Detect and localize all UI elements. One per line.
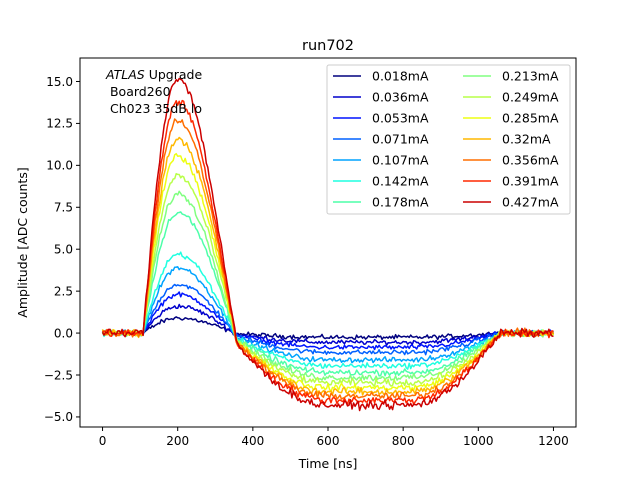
series-line-0.32mA <box>101 136 555 396</box>
y-tick-label: 15.0 <box>46 75 73 89</box>
legend-label: 0.071mA <box>372 132 429 147</box>
annotation-line-1: ATLAS Upgrade <box>105 67 202 82</box>
y-tick-label: −5.0 <box>44 410 73 424</box>
legend-label: 0.249mA <box>502 90 559 105</box>
x-tick-label: 1200 <box>538 434 569 448</box>
legend-label: 0.178mA <box>372 195 429 210</box>
legend-label: 0.036mA <box>372 90 429 105</box>
series-line-0.018mA <box>101 316 554 341</box>
legend-label: 0.018mA <box>372 69 429 84</box>
x-tick-label: 600 <box>317 434 340 448</box>
legend-label: 0.107mA <box>372 153 429 168</box>
series-line-0.427mA <box>101 77 554 412</box>
y-tick-label: −2.5 <box>44 368 73 382</box>
legend-label: 0.427mA <box>502 195 559 210</box>
annotation-line-2: Board260 <box>106 84 171 99</box>
series-line-0.071mA <box>102 283 555 356</box>
y-tick-label: 10.0 <box>46 159 73 173</box>
legend-label: 0.142mA <box>372 174 429 189</box>
legend-entries: 0.018mA 0.036mA 0.053mA 0.071mA 0.107mA 0.142… <box>333 69 559 210</box>
series-layer <box>101 77 555 412</box>
legend-label: 0.391mA <box>502 174 559 189</box>
y-tick-label: 5.0 <box>54 243 73 257</box>
legend-label: 0.285mA <box>502 111 559 126</box>
x-tick-label: 200 <box>166 434 189 448</box>
annotation-atlas: ATLAS <box>105 67 145 82</box>
x-tick-label: 800 <box>392 434 415 448</box>
y-tick-label: 12.5 <box>46 117 73 131</box>
annotation-line-3: Ch023 35dB lo <box>106 101 202 116</box>
legend: 0.018mA 0.036mA 0.053mA 0.071mA 0.107mA 0.142… <box>326 64 571 215</box>
ticks-layer: 0 200 400 600 800 1000 1200 −5.0 −2.5 0.0 2.5 5.0 7.… <box>44 75 569 448</box>
y-tick-label: 7.5 <box>54 201 73 215</box>
series-line-0.142mA <box>101 251 554 370</box>
y-tick-label: 2.5 <box>54 284 73 298</box>
legend-label: 0.213mA <box>502 69 559 84</box>
x-tick-label: 0 <box>99 434 107 448</box>
legend-label: 0.32mA <box>502 132 551 147</box>
y-axis-label: Amplitude [ADC counts] <box>15 167 30 317</box>
legend-frame <box>326 64 571 215</box>
y-tick-label: 0.0 <box>54 326 73 340</box>
chart-title: run702 <box>302 38 354 54</box>
x-tick-label: 400 <box>241 434 264 448</box>
legend-label: 0.053mA <box>372 111 429 126</box>
x-tick-label: 1000 <box>463 434 494 448</box>
series-line-0.178mA <box>101 211 554 377</box>
x-axis-label: Time [ns] <box>298 456 358 471</box>
annotation-upgrade: Upgrade <box>145 67 203 82</box>
legend-label: 0.356mA <box>502 153 559 168</box>
series-line-0.036mA <box>101 303 555 346</box>
